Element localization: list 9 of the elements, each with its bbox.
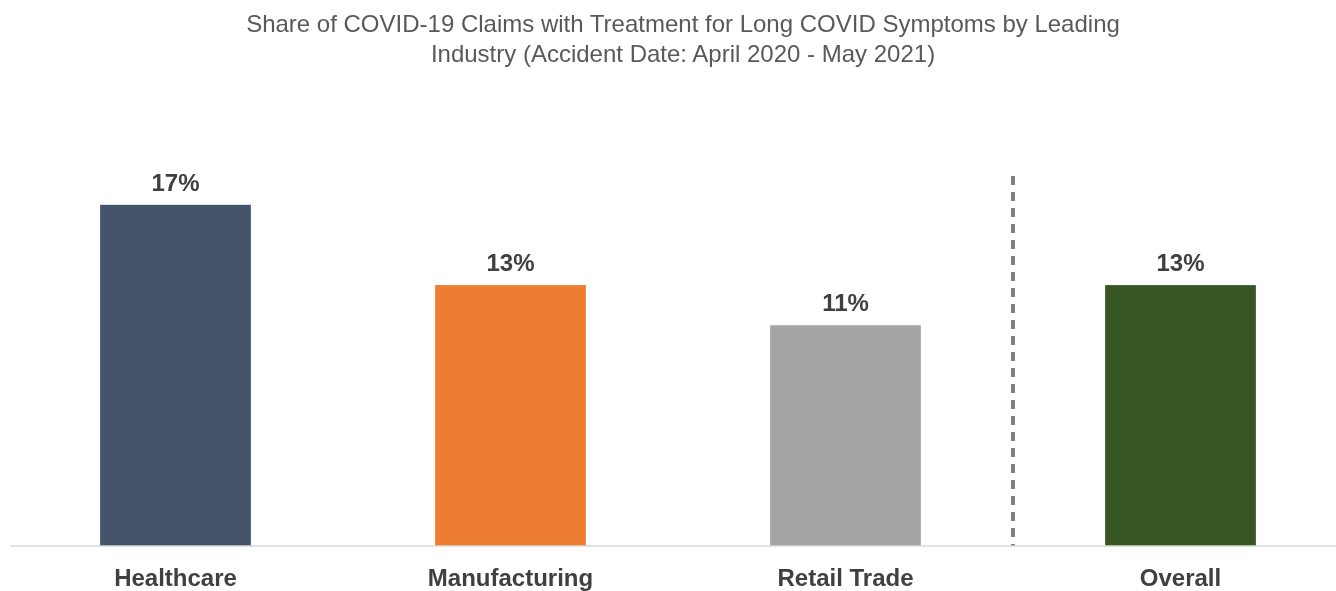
x-tick-label: Retail Trade	[777, 564, 914, 591]
data-label: 13%	[486, 249, 535, 277]
x-tick-label: Healthcare	[114, 564, 237, 591]
data-label: 11%	[822, 289, 869, 317]
data-label: 13%	[1156, 249, 1205, 277]
chart-title: Share of COVID-19 Claims with Treatment for Long COVID Symptoms by Leading Industry (Accident Date: April 2020 - May 2021)	[246, 10, 1120, 67]
data-label: 17%	[151, 168, 200, 196]
x-tick-label: Overall	[1139, 564, 1222, 591]
x-tick-label: Manufacturing	[427, 564, 594, 591]
